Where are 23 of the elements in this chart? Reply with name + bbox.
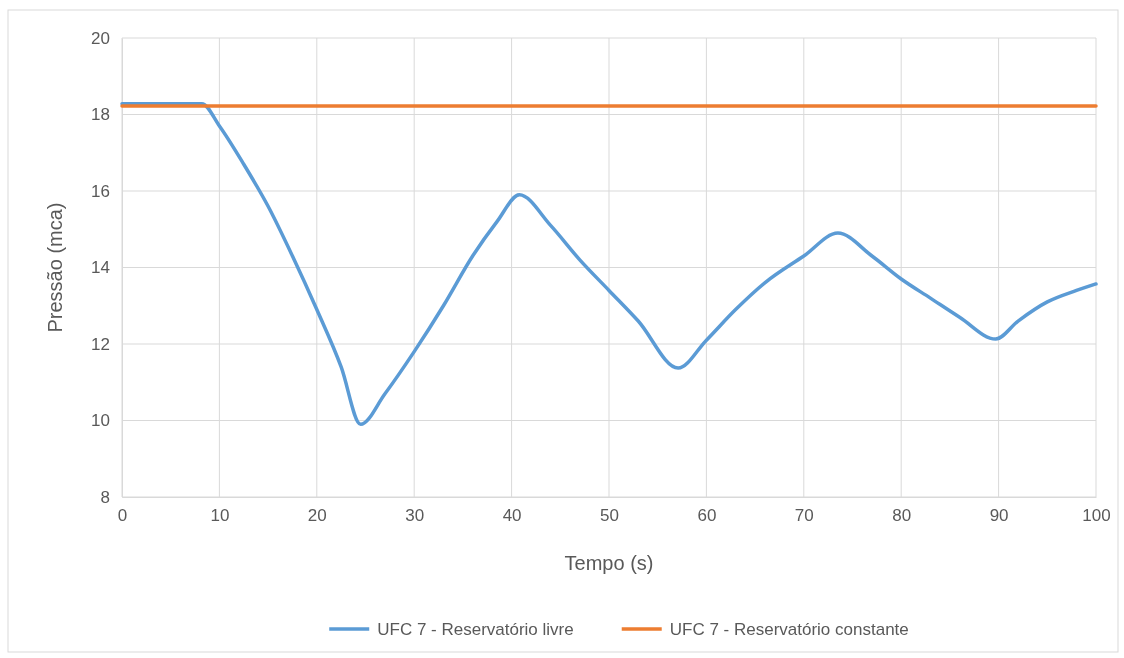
x-tick-label: 80	[892, 506, 912, 526]
y-axis-title: Pressão (mca)	[44, 202, 66, 333]
x-tick-label: 70	[794, 506, 814, 526]
x-tick-label: 60	[697, 506, 717, 526]
x-tick-label: 30	[405, 506, 425, 526]
legend-label: UFC 7 - Reservatório constante	[669, 620, 909, 639]
legend-label: UFC 7 - Reservatório livre	[377, 620, 574, 639]
x-tick-label: 40	[502, 506, 522, 526]
line-series	[120, 102, 1098, 427]
x-tick-label: 0	[117, 506, 128, 526]
x-tick-label: 90	[989, 506, 1009, 526]
y-tick-label: 10	[91, 411, 110, 431]
y-tick-label: 18	[91, 105, 110, 125]
x-tick-label: 100	[1082, 506, 1111, 526]
x-tick-label: 10	[210, 506, 230, 526]
y-tick-label: 12	[91, 334, 110, 354]
y-tick-label: 8	[100, 487, 110, 507]
x-axis-title: Tempo (s)	[564, 552, 654, 574]
y-tick-label: 16	[91, 181, 110, 201]
x-tick-label: 50	[600, 506, 619, 526]
x-tick-label: 20	[307, 506, 327, 526]
y-tick-label: 14	[91, 258, 110, 278]
y-tick-label: 20	[91, 28, 110, 48]
